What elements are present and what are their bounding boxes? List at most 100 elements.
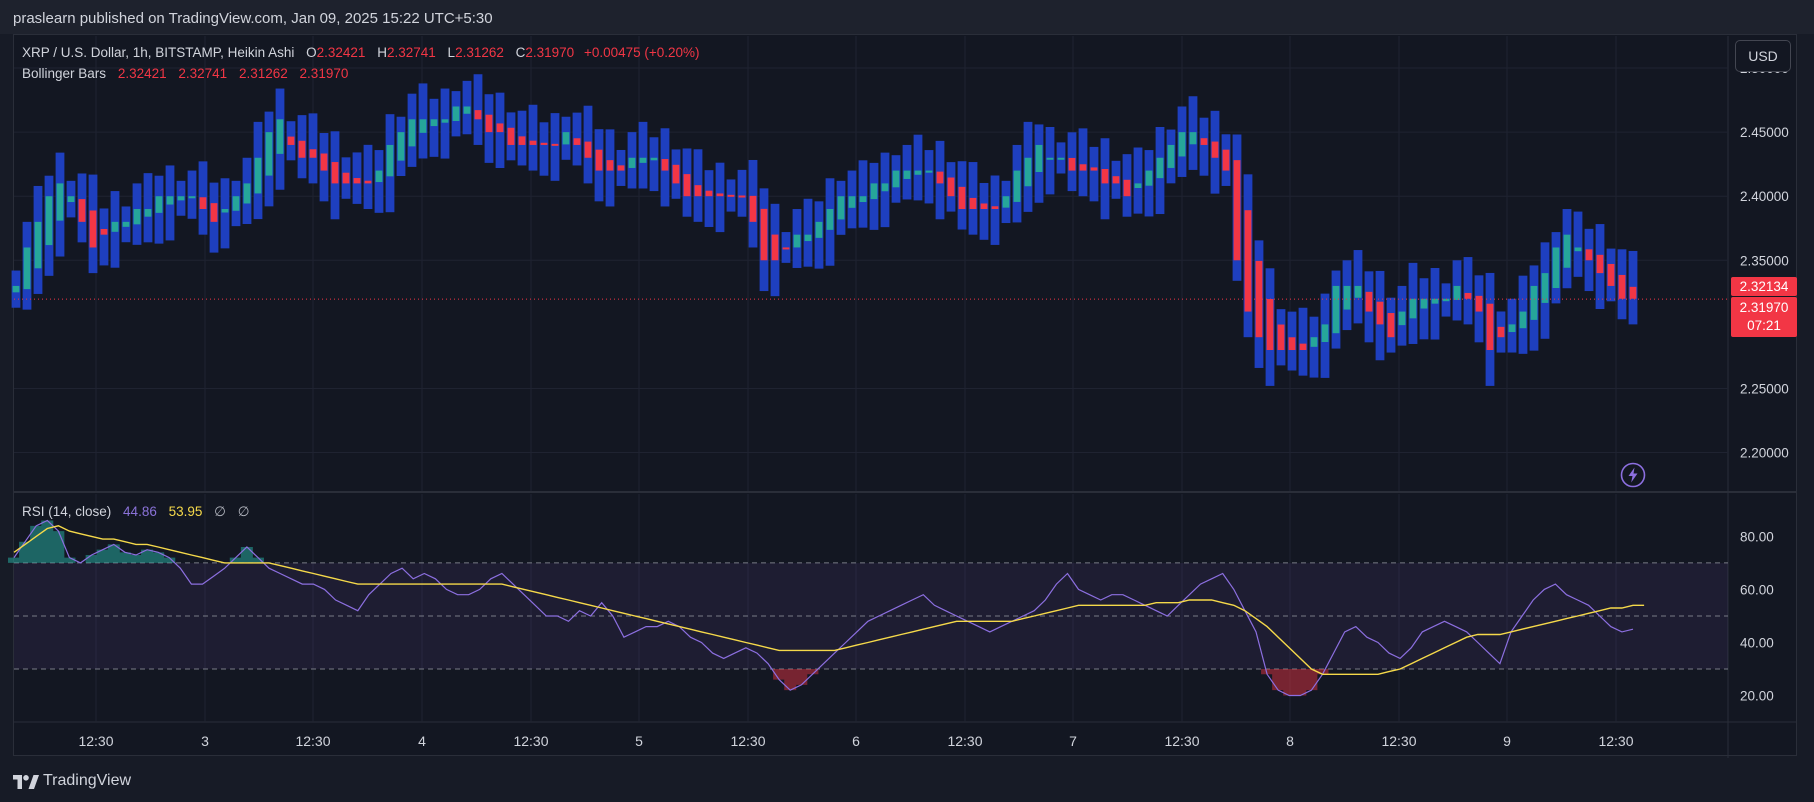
candle-range	[858, 160, 868, 228]
candle-range	[1430, 267, 1440, 340]
low-value: 2.31262	[455, 45, 504, 60]
candle-body	[1530, 285, 1538, 320]
candle-body	[1123, 179, 1131, 197]
candle-body	[914, 170, 922, 175]
bollinger-value-4: 2.31970	[299, 66, 349, 81]
candle-body	[1453, 285, 1461, 300]
candle-body	[1178, 132, 1186, 157]
candle-body	[1134, 183, 1142, 189]
candle-range	[803, 198, 813, 267]
x-tick-label: 5	[635, 733, 643, 749]
candle-body	[584, 141, 592, 158]
candle-body	[562, 132, 570, 145]
candle-range	[990, 175, 1000, 245]
candle-body	[947, 177, 955, 197]
candle-body	[221, 209, 229, 213]
candle-body	[254, 157, 262, 194]
candle-body	[78, 199, 86, 222]
upper-price-label: 2.32134	[1731, 277, 1797, 296]
candle-range	[924, 150, 934, 204]
current-price-value: 2.31970	[1739, 300, 1789, 315]
x-tick-label: 12:30	[295, 733, 330, 749]
low-key: L	[447, 45, 456, 60]
candle-body	[232, 196, 240, 211]
candle-body	[1244, 210, 1252, 312]
candle-range	[1573, 211, 1583, 277]
candle-range	[979, 182, 989, 240]
candle-body	[650, 157, 658, 161]
candle-body	[265, 132, 273, 176]
candle-body	[474, 110, 482, 120]
candle-range	[737, 169, 747, 217]
candle-range	[220, 178, 230, 249]
candle-body	[639, 157, 647, 163]
candle-body	[1288, 337, 1296, 351]
candle-range	[1298, 307, 1308, 376]
candle-body	[12, 285, 20, 293]
candle-range	[99, 208, 109, 266]
candle-body	[628, 157, 636, 168]
candle-body	[903, 170, 911, 179]
rsi-line	[13, 519, 1634, 697]
candle-body	[1222, 149, 1230, 171]
candle-body	[56, 183, 64, 221]
candle-body	[1486, 303, 1494, 351]
candle-body	[529, 140, 537, 145]
empty-value-a: ∅	[214, 504, 226, 519]
candle-body	[936, 171, 944, 184]
rsi-tick-label: 40.00	[1740, 635, 1774, 650]
candle-body	[441, 119, 449, 123]
candle-body	[661, 159, 669, 171]
x-tick-label: 12:30	[513, 733, 548, 749]
candle-body	[705, 190, 713, 197]
rsi-overbought-fill	[8, 520, 264, 563]
candle-body	[408, 119, 416, 147]
candle-body	[892, 170, 900, 188]
candle-body	[958, 186, 966, 210]
candle-body	[969, 197, 977, 210]
high-key: H	[377, 45, 387, 60]
currency-button[interactable]: USD	[1735, 40, 1791, 72]
candle-body	[353, 178, 361, 184]
x-tick-label: 12:30	[947, 733, 982, 749]
candle-body	[1563, 234, 1571, 268]
candle-body	[1387, 313, 1395, 338]
candle-range	[308, 113, 318, 184]
candle-body	[1079, 164, 1087, 171]
candle-body	[1068, 157, 1076, 171]
y-tick-label: 2.40000	[1740, 189, 1789, 204]
open-value: 2.32421	[316, 45, 366, 60]
candle-body	[551, 143, 559, 146]
candle-body	[1464, 292, 1472, 299]
candle-body	[1266, 299, 1274, 351]
close-value: 2.31970	[525, 45, 575, 60]
candle-body	[276, 119, 284, 154]
rsi-label: RSI (14, close)	[22, 504, 112, 519]
candle-body	[1629, 286, 1637, 299]
candle-body	[1167, 144, 1175, 168]
x-tick-label: 8	[1286, 733, 1294, 749]
candle-body	[716, 193, 724, 197]
published-text: praslearn published on TradingView.com, …	[13, 10, 493, 27]
candle-range	[550, 113, 560, 181]
candle-body	[1552, 247, 1560, 289]
candle-body	[1398, 311, 1406, 326]
candle-body	[1046, 157, 1054, 160]
candle-body	[1024, 157, 1032, 187]
candle-body	[815, 221, 823, 238]
candle-body	[144, 209, 152, 217]
candle-body	[1409, 298, 1417, 319]
y-tick-label: 2.25000	[1740, 381, 1789, 396]
candle-body	[243, 183, 251, 204]
candle-body	[870, 183, 878, 200]
bollinger-value-3: 2.31262	[238, 66, 288, 81]
candle-range	[1133, 147, 1143, 214]
candle-body	[1013, 170, 1021, 202]
candle-body	[1112, 176, 1120, 184]
candle-range	[1463, 257, 1473, 325]
footer-brand-text: TradingView	[43, 772, 132, 789]
tradingview-logo-icon	[13, 775, 39, 789]
candle-body	[694, 185, 702, 197]
lightning-icon[interactable]	[1620, 462, 1646, 488]
